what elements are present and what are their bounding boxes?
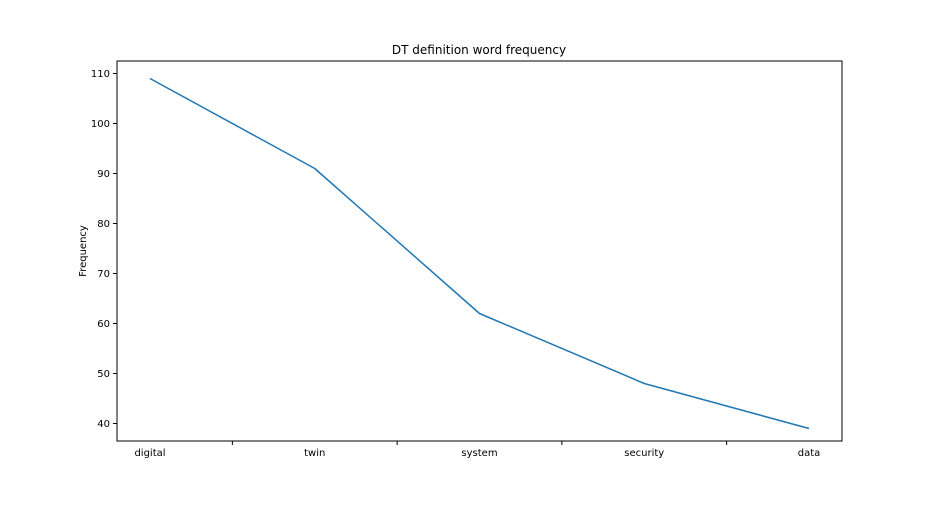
y-axis-label: Frequency xyxy=(78,225,89,277)
x-tick-label: security xyxy=(624,448,664,459)
plot-area-frame xyxy=(116,60,843,442)
y-tick-label: 100 xyxy=(91,119,110,130)
x-tick-label: twin xyxy=(304,448,325,459)
y-tick-label: 60 xyxy=(97,319,110,330)
x-tick-label: data xyxy=(798,448,821,459)
y-tick-label: 50 xyxy=(97,369,110,380)
x-tick-label: system xyxy=(461,448,497,459)
series-line xyxy=(149,77,810,430)
y-tick-label: 110 xyxy=(91,69,110,80)
y-tick-label: 70 xyxy=(97,269,110,280)
chart-title: DT definition word frequency xyxy=(392,43,566,57)
x-axis-ticks: digital twin system security data xyxy=(134,441,820,459)
y-tick-label: 80 xyxy=(97,219,110,230)
y-tick-label: 90 xyxy=(97,169,110,180)
y-axis-ticks: 40 50 60 70 80 90 100 110 xyxy=(91,69,117,430)
y-tick-label: 40 xyxy=(97,419,110,430)
x-tick-label: digital xyxy=(134,448,165,459)
series-layer xyxy=(149,77,810,430)
